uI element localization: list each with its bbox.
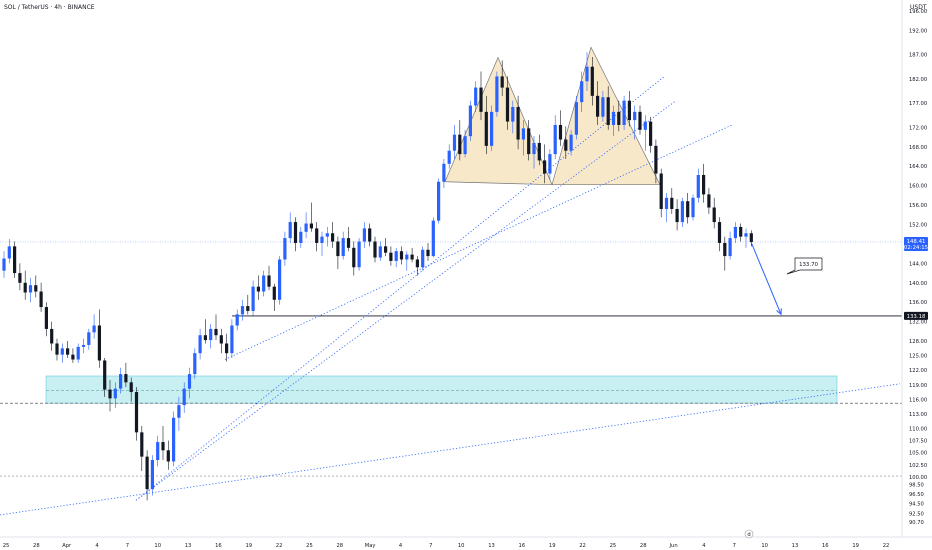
time-tick-label: 13 [792, 543, 799, 549]
time-tick-label: 10 [154, 543, 161, 549]
price-tick-label: 105.00 [909, 451, 927, 457]
time-tick-label: 19 [245, 543, 252, 549]
time-tick-label: 16 [215, 543, 222, 549]
price-tick-label: 156.00 [909, 203, 927, 209]
time-tick-label: 13 [488, 543, 495, 549]
support-zone-box[interactable] [46, 376, 837, 403]
time-tick-label: 22 [276, 543, 283, 549]
time-tick-label: 16 [822, 543, 829, 549]
time-tick-label: May [365, 543, 376, 549]
price-tick-label: 187.00 [909, 53, 927, 59]
price-tick-label: 125.00 [909, 354, 927, 360]
time-tick-label: Jun [669, 543, 678, 549]
time-tick-label: 28 [640, 543, 647, 549]
candle [358, 238, 361, 271]
price-tick-label: 182.00 [909, 77, 927, 83]
price-tick-label: 102.50 [909, 463, 927, 469]
price-tick-label: 140.00 [909, 281, 927, 287]
support-zone[interactable] [46, 376, 837, 403]
time-tick-label: 28 [33, 543, 40, 549]
candle [469, 101, 472, 141]
price-tick-label: 160.00 [909, 184, 927, 190]
price-tick-label: 96.50 [909, 492, 924, 498]
time-tick-label: 22 [579, 543, 586, 549]
candle [278, 256, 281, 305]
time-tick-label: 19 [852, 543, 859, 549]
price-tick-label: 136.00 [909, 300, 927, 306]
time-tick-label: 25 [306, 543, 313, 549]
candle [495, 72, 498, 117]
price-tick-label: 152.00 [909, 223, 927, 229]
price-tick-label: 128.00 [909, 339, 927, 345]
time-tick-label: 10 [761, 543, 768, 549]
price-tick-label: 113.00 [909, 412, 927, 418]
price-tick-label: 144.00 [909, 261, 927, 267]
chart-title: SOL / TetherUS · 4h · BINANCE [4, 4, 95, 11]
time-tick-label: 19 [549, 543, 556, 549]
candle [623, 96, 626, 130]
price-tick-label: 122.00 [909, 368, 927, 374]
time-tick-label: 7 [126, 543, 129, 549]
target-label: 133.70 [799, 262, 818, 268]
time-tick-label: 25 [610, 543, 617, 549]
candle [575, 96, 578, 140]
price-tick-label: 110.00 [909, 426, 927, 432]
price-tick-label: 100.00 [909, 475, 927, 481]
candle [432, 217, 435, 257]
candle [172, 411, 175, 466]
price-tick-label: 164.00 [909, 164, 927, 170]
last-price-tag: 148.4102:24:15 [904, 237, 928, 251]
time-tick-label: 25 [3, 543, 10, 549]
time-tick-label: Apr [62, 543, 72, 549]
candle [13, 242, 16, 278]
price-tick-label: 107.50 [909, 439, 927, 445]
price-tick-label: 192.00 [909, 28, 927, 34]
price-tick-label: 98.50 [909, 482, 924, 488]
time-tick-label: 7 [429, 543, 432, 549]
time-tick-label: 16 [519, 543, 526, 549]
candle [490, 106, 493, 151]
price-tick-label: 132.00 [909, 320, 927, 326]
price-tick-label: 116.00 [909, 397, 927, 403]
candle [437, 178, 440, 223]
replay-icon-wrap[interactable]: d [745, 530, 753, 538]
time-tick-label: 10 [458, 543, 465, 549]
price-tick-label: 119.00 [909, 383, 927, 389]
level-price-tag: 133.18 [904, 312, 928, 320]
time-tick-label: 7 [733, 543, 736, 549]
candle [691, 194, 694, 220]
level-price-text: 133.18 [907, 314, 926, 320]
watermark-glyph: d [747, 532, 750, 538]
price-tick-label: 168.00 [909, 145, 927, 151]
price-tick-label: 94.50 [909, 502, 924, 508]
price-tick-label: 177.00 [909, 101, 927, 107]
price-tick-label: 92.50 [909, 511, 924, 517]
price-tick-label: 90.70 [909, 520, 924, 526]
price-tick-label: 172.00 [909, 125, 927, 131]
time-tick-label: 22 [883, 543, 890, 549]
time-tick-label: 13 [185, 543, 192, 549]
currency-label: USDT [910, 4, 927, 11]
candle [421, 246, 424, 270]
time-tick-label: 28 [336, 543, 343, 549]
countdown-text: 02:24:15 [904, 245, 928, 251]
